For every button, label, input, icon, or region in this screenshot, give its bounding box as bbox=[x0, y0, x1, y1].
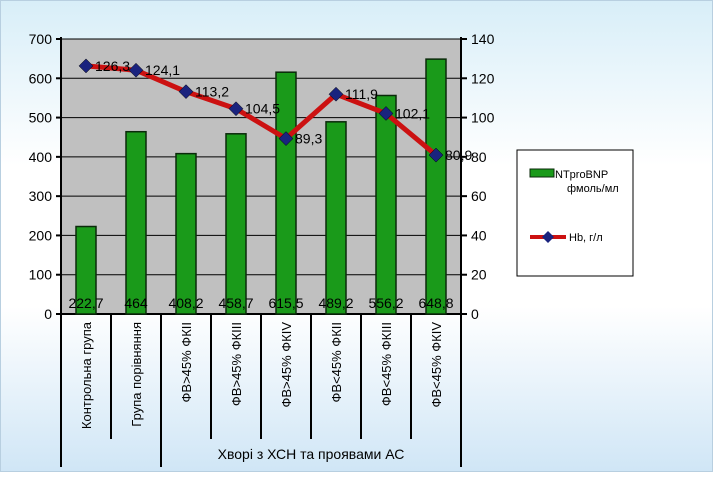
left-tick-label: 400 bbox=[29, 149, 53, 165]
bar-data-label: 556,2 bbox=[368, 295, 403, 311]
left-tick-label: 700 bbox=[29, 31, 53, 47]
hb-marker bbox=[178, 84, 194, 99]
hb-data-label: 104,5 bbox=[245, 101, 280, 117]
legend-label-bar-line2: фмоль/мл bbox=[567, 183, 619, 195]
bar bbox=[75, 225, 97, 315]
left-tick-label: 500 bbox=[29, 110, 53, 126]
legend: NTproBNP фмоль/мл Hb, г/л bbox=[516, 149, 634, 277]
legend-swatch-marker bbox=[542, 231, 554, 243]
category-label: Група порівняння bbox=[129, 322, 144, 427]
hb-marker bbox=[278, 131, 294, 146]
line-series bbox=[78, 58, 444, 163]
hb-data-label: 126,3 bbox=[95, 58, 130, 74]
bar bbox=[375, 94, 397, 315]
category-label: ФВ<45% ФКІІ bbox=[329, 322, 344, 402]
hb-marker bbox=[328, 86, 344, 102]
category-label: ФВ>45% ФКІІІ bbox=[229, 322, 244, 406]
plot-background bbox=[61, 39, 461, 314]
hb-data-label: 102,1 bbox=[395, 105, 430, 121]
hb-data-label: 80,9 bbox=[445, 147, 472, 163]
group-label: Хворі з ХСН та проявами АС bbox=[218, 446, 405, 462]
bar bbox=[125, 130, 147, 315]
hb-marker bbox=[378, 106, 394, 121]
left-tick-label: 0 bbox=[44, 306, 52, 322]
hb-marker bbox=[78, 58, 94, 74]
bar-data-label: 458,7 bbox=[218, 295, 253, 311]
bar-data-label: 648,8 bbox=[418, 295, 453, 311]
right-tick-label: 0 bbox=[471, 306, 479, 322]
hb-marker bbox=[128, 62, 144, 78]
bar bbox=[225, 133, 247, 315]
right-tick-label: 140 bbox=[471, 31, 495, 47]
category-label: ФВ<45% ФКІV bbox=[429, 322, 444, 408]
left-tick-label: 600 bbox=[29, 70, 53, 86]
hb-data-label: 113,2 bbox=[195, 84, 229, 100]
hb-data-label: 89,3 bbox=[295, 131, 322, 147]
bar-data-label: 222,7 bbox=[68, 295, 103, 311]
category-label: Контрольна група bbox=[79, 321, 94, 429]
bar bbox=[425, 58, 447, 315]
bar-data-label: 464 bbox=[124, 295, 148, 311]
right-tick-label: 20 bbox=[471, 267, 487, 283]
hb-data-label: 124,1 bbox=[145, 62, 180, 78]
hb-line bbox=[85, 63, 438, 158]
left-tick-label: 100 bbox=[29, 267, 53, 283]
right-tick-label: 60 bbox=[471, 188, 487, 204]
legend-label-bar-line1: NTproBNP bbox=[555, 169, 608, 181]
bar-series bbox=[75, 58, 447, 315]
bar bbox=[175, 152, 197, 315]
bar-data-label: 615,5 bbox=[268, 295, 303, 311]
right-tick-label: 100 bbox=[471, 110, 495, 126]
category-axis: Контрольна група Група порівняння ФВ>45% Ф… bbox=[60, 314, 462, 467]
hb-data-label: 111,9 bbox=[345, 86, 378, 102]
legend-label-line: Hb, г/л bbox=[569, 232, 603, 244]
bar-data-label: 489,2 bbox=[318, 295, 353, 311]
hb-marker bbox=[428, 147, 444, 163]
right-tick-label: 120 bbox=[471, 70, 495, 86]
category-label: ФВ<45% ФКІІІ bbox=[379, 322, 394, 406]
right-tick-label: 40 bbox=[471, 227, 487, 243]
hb-marker bbox=[228, 101, 244, 117]
bar bbox=[325, 121, 347, 315]
left-tick-label: 200 bbox=[29, 227, 53, 243]
left-tick-label: 300 bbox=[29, 188, 53, 204]
plot-area bbox=[61, 38, 461, 315]
legend-swatch-bar bbox=[529, 168, 555, 178]
category-label: ФВ>45% ФКІІ bbox=[179, 322, 194, 402]
data-labels: 126,3 124,1 113,2 104,5 89,3 111,9 102,1 80,9 22… bbox=[68, 58, 472, 311]
right-tick-label: 80 bbox=[471, 149, 487, 165]
bar-data-label: 408,2 bbox=[168, 295, 203, 311]
category-label: ФВ>45% ФКІV bbox=[279, 322, 294, 408]
